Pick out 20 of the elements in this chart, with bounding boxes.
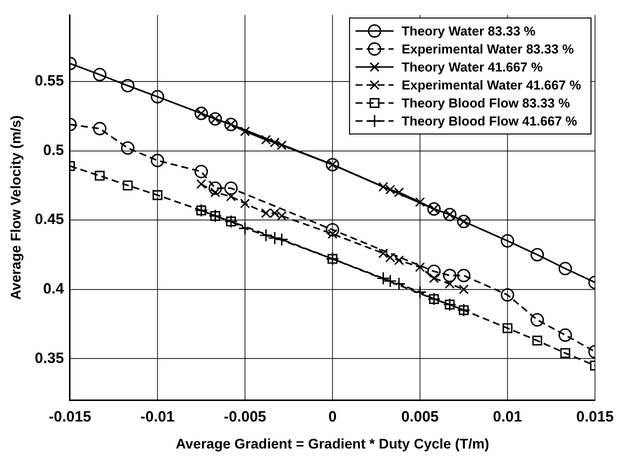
x-tick-label: 0.005 [401, 408, 439, 426]
x-tick-label: 0.01 [492, 408, 522, 426]
x-axis-title: Average Gradient = Gradient * Duty Cycle (T/m) [176, 435, 490, 452]
x-tick-label: -0.01 [140, 408, 175, 426]
x-tick-label: 0 [328, 408, 337, 426]
y-tick-label: 0.4 [43, 280, 65, 298]
legend-label: Theory Blood Flow 41.667 % [402, 114, 578, 129]
x-tick-label: 0.015 [576, 408, 614, 426]
legend-label: Theory Water 83.33 % [402, 24, 536, 39]
x-tick-label: -0.015 [48, 408, 92, 426]
y-tick-label: 0.35 [34, 350, 64, 367]
y-tick-label: 0.55 [34, 72, 64, 90]
x-tick-label: -0.005 [224, 408, 266, 426]
legend-label: Experimental Water 41.667 % [402, 78, 582, 93]
legend-label: Theory Blood Flow 83.33 % [402, 96, 570, 111]
y-axis-title: Average Flow Velocity (m/s) [7, 115, 24, 300]
legend-label: Theory Water 41.667 % [402, 60, 544, 75]
legend-label: Experimental Water 83.33 % [402, 42, 574, 57]
y-tick-label: 0.5 [43, 142, 64, 159]
y-tick-label: 0.45 [34, 211, 64, 228]
